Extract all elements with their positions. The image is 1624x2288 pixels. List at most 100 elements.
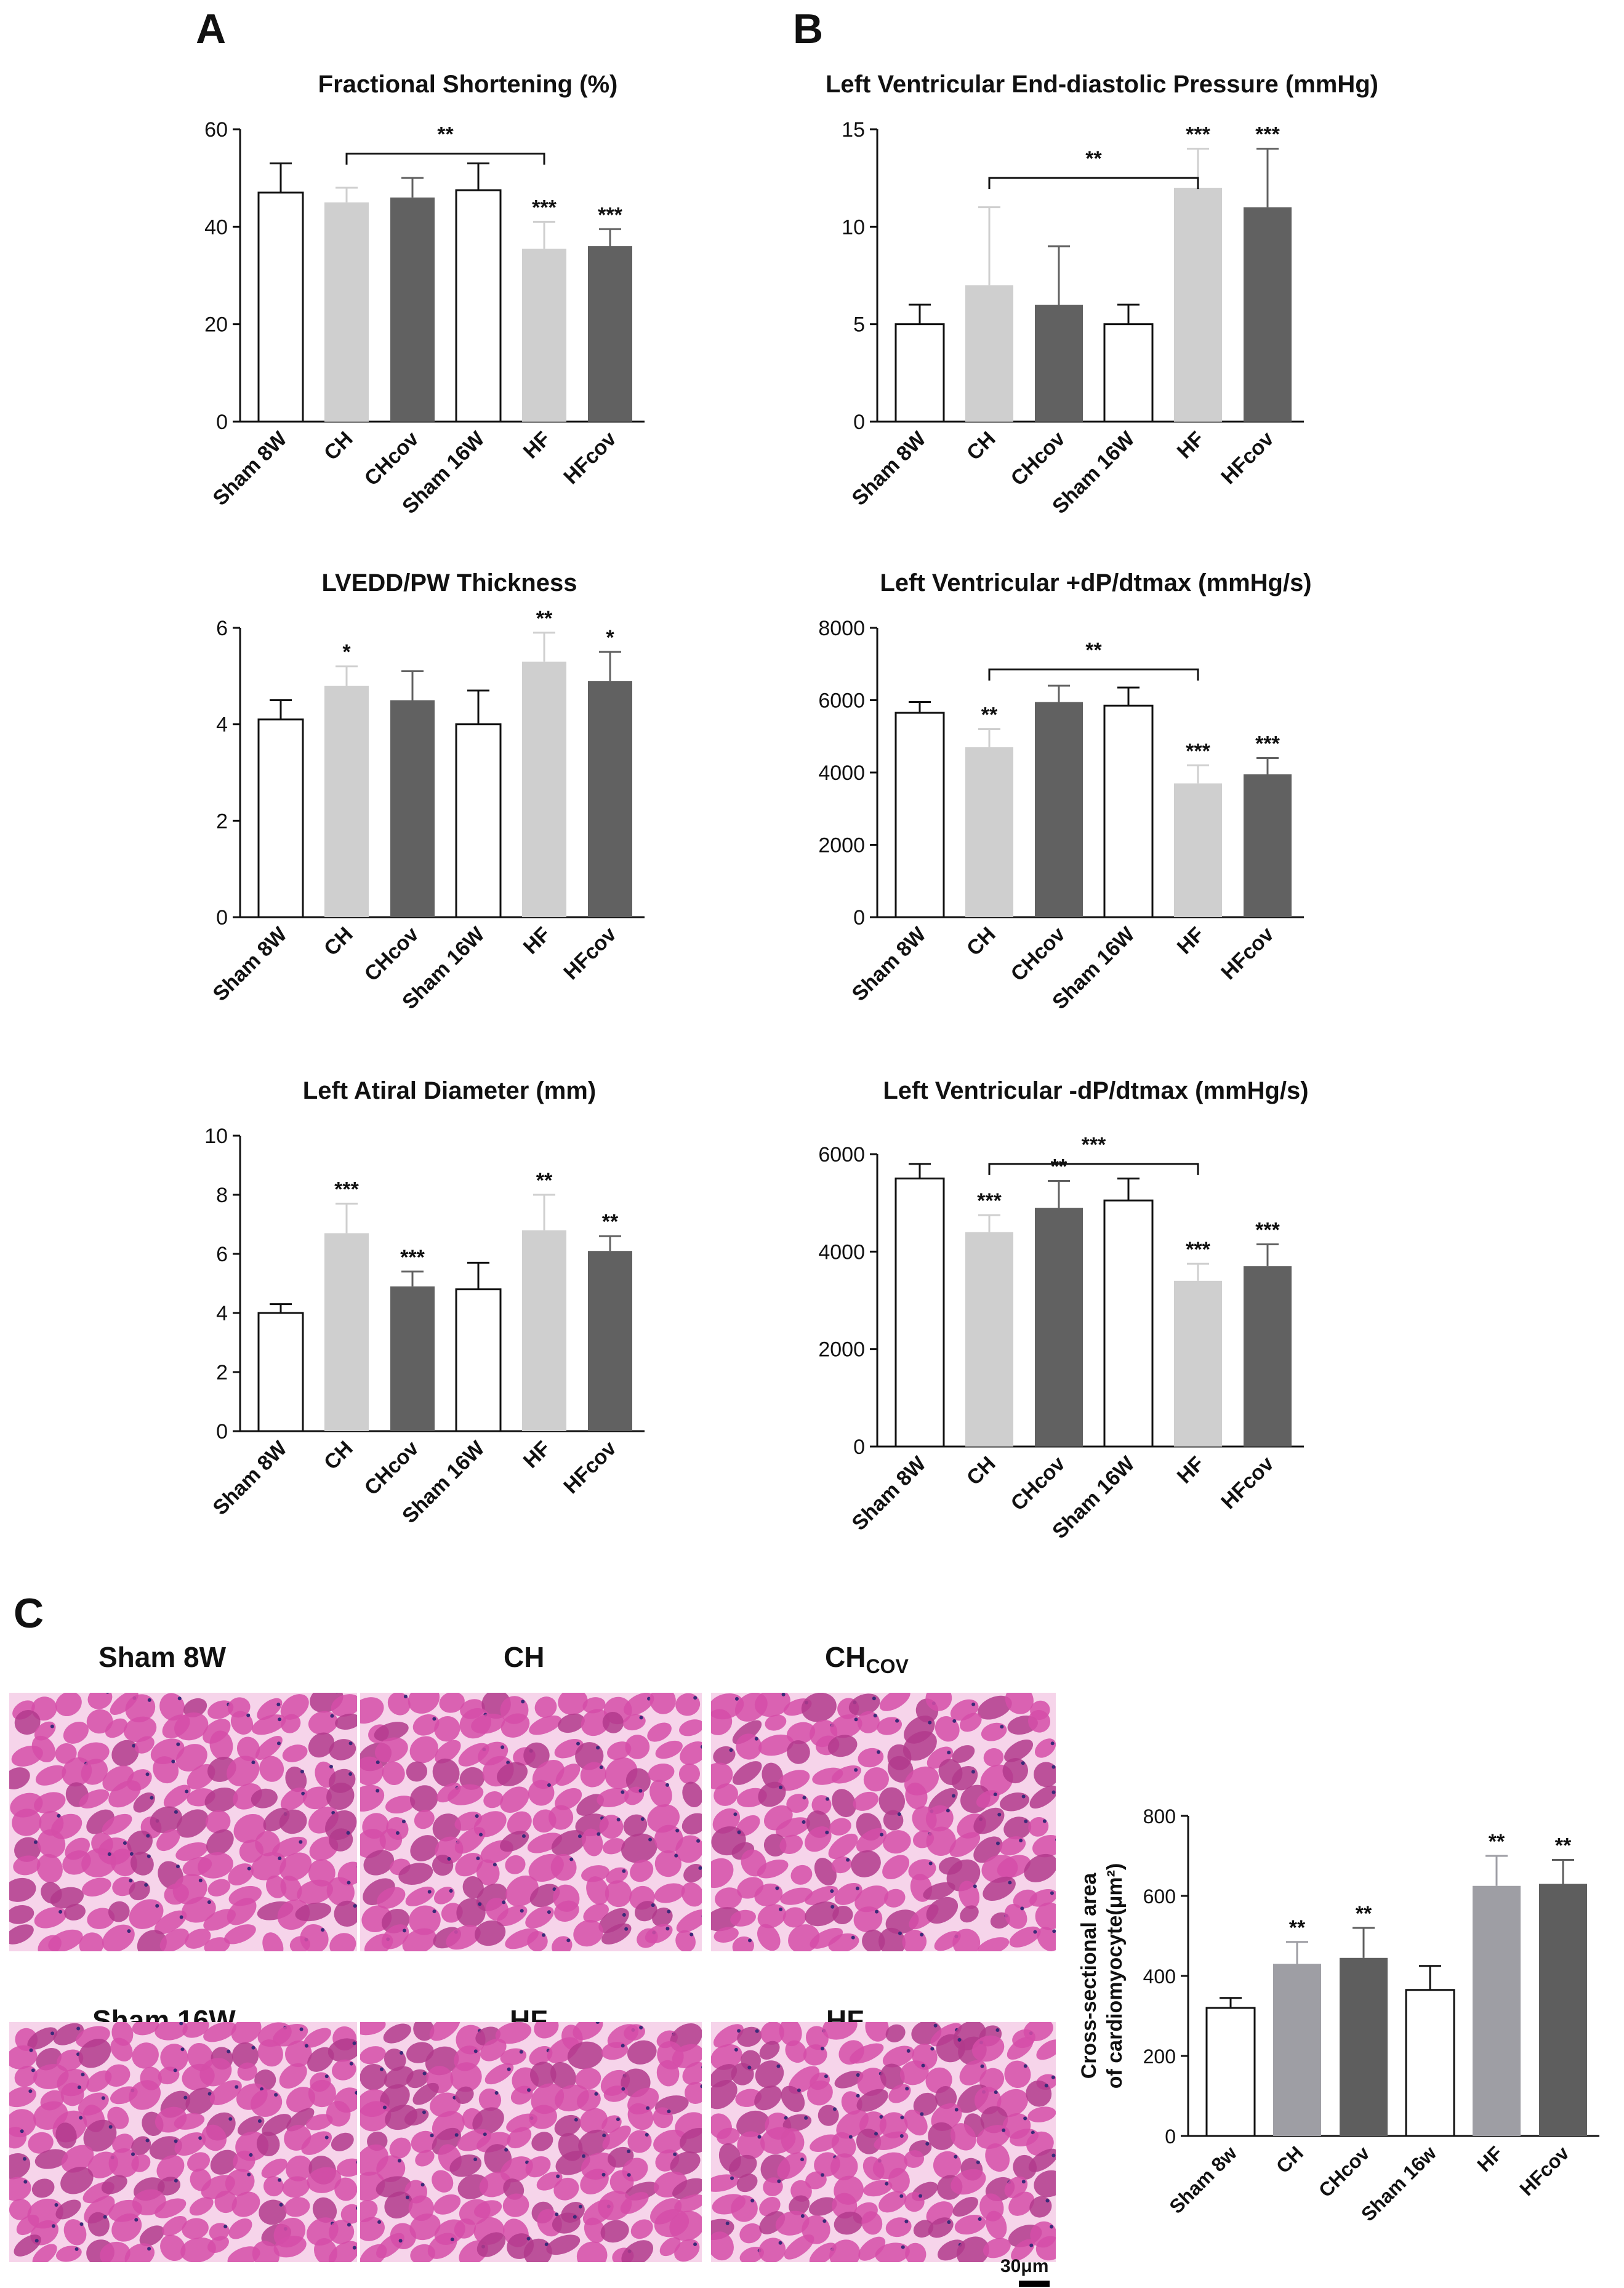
category-label: HFcov — [559, 1437, 621, 1498]
nucleus — [700, 2084, 702, 2089]
myocyte — [732, 1761, 762, 1785]
y-tick-label: 4 — [216, 713, 228, 737]
myocyte — [12, 1808, 42, 1836]
myocyte — [150, 1806, 182, 1834]
y-tick-label: 6 — [216, 1243, 228, 1266]
myocyte — [883, 1889, 906, 1908]
myocyte — [500, 1786, 529, 1813]
myocyte — [326, 1783, 355, 1810]
nucleus — [330, 1714, 334, 1718]
myocyte — [497, 1762, 528, 1786]
myocyte — [9, 2177, 31, 2201]
myocyte — [81, 1759, 108, 1785]
bar-hfcov — [1244, 774, 1292, 917]
myocyte — [454, 2218, 476, 2239]
myocyte — [129, 1899, 164, 1929]
nucleus — [1052, 1929, 1056, 1933]
myocyte — [739, 2223, 762, 2244]
category-label: HF — [519, 1437, 555, 1473]
nucleus — [757, 2135, 762, 2139]
myocyte — [149, 2136, 182, 2160]
significance-label: ** — [602, 1210, 619, 1234]
category-label: HFcov — [1216, 427, 1278, 489]
myocyte — [581, 1865, 609, 1882]
significance-label: *** — [1186, 1238, 1210, 1261]
myocyte — [412, 2082, 439, 2105]
myocyte — [448, 1784, 484, 1805]
myocyte — [153, 1756, 179, 1784]
myocyte — [64, 1903, 86, 1921]
myocyte — [645, 1924, 673, 1944]
nucleus — [22, 2157, 26, 2161]
myocyte — [328, 2241, 357, 2262]
nucleus — [249, 2153, 253, 2157]
myocyte — [777, 2152, 807, 2180]
myocyte — [597, 1788, 629, 1807]
nucleus — [971, 1702, 976, 1706]
nucleus — [566, 1938, 571, 1943]
myocyte — [255, 1736, 283, 1760]
myocyte — [305, 2114, 333, 2130]
nucleus — [1019, 1839, 1023, 1843]
nucleus — [947, 2220, 951, 2225]
nucleus — [1050, 1891, 1054, 1895]
nucleus — [348, 1772, 353, 1776]
myocyte — [601, 1923, 632, 1945]
category-label: HFcov — [1515, 2141, 1574, 2200]
myocyte — [14, 2234, 41, 2257]
nucleus — [777, 2179, 781, 2183]
myocyte — [389, 2137, 411, 2159]
nucleus — [20, 2129, 24, 2133]
nucleus — [640, 1817, 645, 1821]
bar-hf — [522, 248, 566, 422]
dpdtmax-chart: Left Ventricular +dP/dtmax (mmHg/s) 0 2000… — [818, 569, 1311, 1014]
myocyte — [782, 1907, 806, 1928]
nucleus — [106, 1693, 110, 1694]
myocyte — [285, 2040, 312, 2068]
bar-sham-8w — [1205, 2007, 1256, 2137]
myocyte — [1005, 1693, 1034, 1714]
myocyte — [558, 1693, 588, 1716]
myocyte — [779, 1834, 803, 1854]
bar-chcov — [390, 1286, 435, 1431]
nucleus — [324, 2135, 329, 2140]
nucleus — [781, 1693, 786, 1696]
myocyte — [55, 1743, 77, 1764]
myocyte — [31, 1735, 56, 1763]
nucleus — [50, 2031, 55, 2036]
myocyte — [755, 2060, 784, 2089]
bar-ch — [965, 285, 1013, 422]
nucleus — [1050, 2225, 1054, 2229]
myocyte — [583, 1903, 609, 1923]
category-label: HF — [1173, 923, 1209, 959]
nucleus — [183, 2095, 188, 2100]
nucleus — [207, 1900, 211, 1905]
nucleus — [420, 2183, 425, 2187]
myocyte — [279, 2063, 307, 2089]
myocyte — [1029, 1785, 1056, 1809]
myocyte — [736, 2110, 770, 2137]
nucleus — [804, 2116, 808, 2120]
chart-title: Left Ventricular +dP/dtmax (mmHg/s) — [880, 569, 1311, 596]
myocyte — [1004, 2060, 1031, 2089]
nucleus — [582, 2154, 586, 2158]
myocyte — [956, 2236, 989, 2262]
myocyte — [573, 1919, 603, 1947]
myocyte — [479, 2171, 511, 2198]
nucleus — [830, 1905, 835, 1909]
nucleus — [621, 2044, 625, 2048]
myocyte — [1032, 1835, 1056, 1858]
myocyte — [1034, 2170, 1056, 2198]
nucleus — [980, 2064, 984, 2068]
myocyte — [674, 2194, 702, 2213]
nucleus — [450, 2238, 454, 2242]
category-label: HF — [519, 427, 555, 464]
nucleus — [1021, 2180, 1026, 2184]
nucleus — [479, 1832, 483, 1837]
myocyte — [297, 1879, 333, 1905]
nucleus — [526, 2236, 531, 2241]
myocyte — [979, 2068, 1005, 2092]
myocyte — [159, 1929, 189, 1951]
nucleus — [51, 2224, 55, 2228]
myocyte — [139, 2225, 164, 2247]
